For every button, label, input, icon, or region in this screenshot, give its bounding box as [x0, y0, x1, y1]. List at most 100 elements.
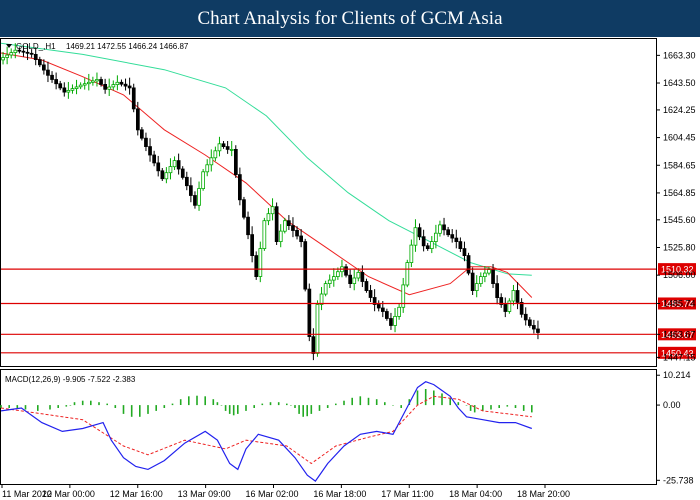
candle-body — [458, 241, 463, 250]
title-banner: Chart Analysis for Clients of GCM Asia — [0, 0, 700, 37]
macd-histogram-bar — [16, 405, 19, 408]
candle-body — [446, 229, 451, 236]
macd-histogram-bar — [424, 389, 427, 406]
macd-histogram-bar — [81, 400, 84, 406]
candle-body — [409, 244, 414, 264]
macd-y-tick-label: 10.214 — [663, 370, 691, 380]
chart-background — [0, 37, 700, 500]
candle-body — [221, 143, 226, 148]
macd-histogram-bar — [433, 390, 435, 406]
dropdown-triangle-icon[interactable] — [6, 44, 12, 48]
macd-histogram-bar — [449, 397, 451, 406]
macd-histogram-bar — [457, 402, 460, 406]
macd-histogram-bar — [98, 402, 100, 406]
candle-body — [266, 213, 271, 222]
candle-body — [107, 86, 112, 90]
macd-histogram-bar — [212, 399, 215, 405]
candle-body — [1, 57, 5, 61]
x-tick-label: 18 Mar 20:00 — [517, 489, 570, 499]
candle-body — [487, 269, 491, 274]
candle-body — [139, 129, 144, 139]
candle-body — [233, 149, 238, 176]
candle-body — [380, 307, 385, 312]
x-tick-label: 11 Mar 2020 — [2, 489, 52, 499]
macd-histogram-bar — [204, 396, 206, 406]
candle-body — [368, 290, 373, 298]
candle-body — [323, 283, 328, 295]
macd-histogram-bar — [359, 396, 362, 406]
candle-body — [160, 170, 165, 180]
candle-body — [507, 300, 512, 312]
macd-histogram-bar — [0, 405, 2, 408]
macd-layer — [0, 381, 533, 482]
y-tick-label: 1506.00 — [663, 270, 696, 280]
macd-histogram-bar — [69, 405, 72, 406]
candle-body — [282, 220, 287, 232]
candle-body — [242, 199, 246, 218]
y-tick-label: 1663.30 — [663, 50, 696, 60]
candle-body — [356, 271, 361, 279]
macd-histogram-bar — [90, 400, 92, 406]
candle-body — [74, 86, 79, 90]
level-label-bg — [658, 297, 696, 310]
level-label-bg — [658, 328, 696, 341]
macd-histogram-bar — [294, 405, 296, 408]
candle-body — [311, 336, 316, 354]
macd-histogram-bar — [139, 405, 141, 417]
candle-body — [91, 80, 95, 83]
macd-histogram-bar — [298, 405, 300, 414]
candle-body — [42, 64, 46, 71]
candle-body — [33, 53, 38, 60]
macd-histogram-bar — [8, 405, 10, 408]
macd-histogram-bar — [302, 405, 304, 417]
macd-histogram-bar — [261, 403, 264, 406]
macd-signal-line — [0, 395, 532, 465]
candle-body — [536, 328, 540, 333]
macd-histogram-bar — [216, 402, 219, 406]
macd-histogram-bar — [469, 405, 472, 411]
candle-body — [229, 149, 234, 151]
candle-body — [193, 195, 197, 206]
candle-body — [478, 276, 483, 285]
macd-histogram-bar — [245, 405, 247, 411]
candle-body — [176, 160, 181, 170]
ohlc-header: 1469.21 1472.55 1466.24 1466.87 — [66, 42, 189, 51]
candle-body — [450, 234, 455, 239]
level-label: 1463.67 — [661, 330, 694, 340]
candle-body — [299, 235, 304, 242]
macd-histogram-bar — [343, 400, 345, 406]
macd-histogram-bar — [277, 402, 280, 406]
y-tick-label: 1624.25 — [663, 105, 696, 115]
x-tick-label: 16 Mar 18:00 — [313, 489, 366, 499]
candle-body — [148, 146, 152, 156]
candle-body — [372, 297, 377, 305]
candle-body — [470, 272, 475, 292]
candle-body — [303, 241, 308, 290]
macd-histogram-bar — [106, 403, 108, 406]
candle-body — [348, 274, 353, 284]
macd-histogram-bar — [318, 405, 321, 411]
candle-body — [429, 241, 434, 250]
candle-body — [237, 174, 242, 201]
macd-header: MACD(12,26,9) -9.905 -7.522 -2.383 — [5, 375, 136, 384]
chart-area: 1510.32 1485.74 1463.67 1450.43 1663.30 1643… — [0, 37, 700, 500]
macd-histogram-bar — [286, 403, 288, 406]
candle-body — [433, 232, 438, 242]
candle-body — [397, 306, 402, 317]
candle-body — [172, 160, 177, 168]
x-tick-label: 18 Mar 04:00 — [449, 489, 502, 499]
candle-body — [201, 171, 205, 190]
macd-histogram-bar — [482, 405, 484, 411]
level-label-bg — [658, 263, 696, 276]
level-label: 1450.43 — [661, 348, 694, 358]
macd-histogram-bar — [49, 405, 51, 410]
ma-fast-line — [0, 52, 533, 298]
candle-body — [254, 255, 259, 278]
candle-body — [168, 166, 173, 174]
candle-body — [425, 245, 430, 250]
level-label: 1485.74 — [661, 299, 694, 309]
macd-histogram-bar — [514, 405, 517, 408]
macd-y-tick-label: 0.00 — [663, 400, 681, 410]
macd-histogram-bar — [367, 397, 370, 406]
y-tick-label: 1643.50 — [663, 78, 696, 88]
